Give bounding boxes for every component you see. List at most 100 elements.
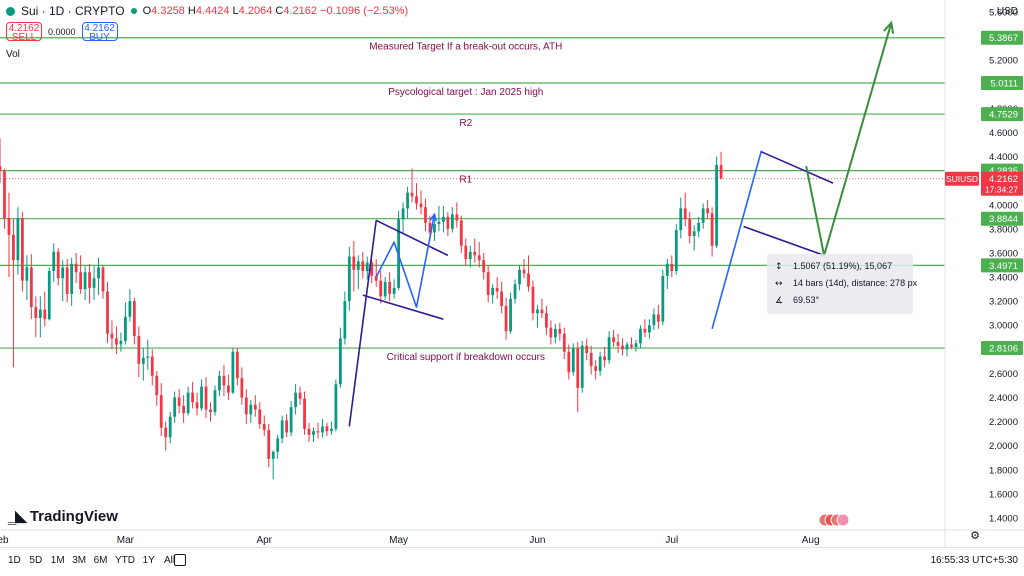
last-price-bg [981, 171, 1023, 196]
clock-readout[interactable]: 16:55:33 UTC+5:30 [930, 555, 1018, 566]
tooltip-bg [767, 254, 913, 314]
trend-line [711, 150, 763, 330]
candle [603, 346, 607, 368]
candle [692, 225, 696, 251]
candle [115, 326, 118, 355]
candle [235, 348, 239, 386]
timeframe-button[interactable]: 3M [72, 555, 87, 566]
candle-body [607, 337, 611, 361]
candle [307, 422, 311, 443]
currency-label[interactable]: USD [996, 6, 1018, 17]
candle [240, 367, 244, 405]
candle [352, 240, 356, 292]
candle [88, 263, 91, 304]
price-tick-label: 3.8000 [989, 224, 1018, 235]
candle-body [455, 214, 459, 221]
candle-body [155, 375, 159, 396]
price-tick-label: 2.2000 [989, 417, 1018, 428]
candle-body [549, 327, 553, 338]
candle-body [150, 356, 154, 376]
buy-button[interactable]: 4.2162 BUY [81, 22, 118, 43]
candle-body [527, 273, 530, 287]
candle-body [540, 309, 544, 314]
candle [589, 345, 593, 375]
candle-body [522, 269, 526, 274]
timeframe-button[interactable]: 5D [29, 555, 43, 566]
candle [491, 284, 495, 304]
candle [65, 258, 69, 303]
candle-body [330, 428, 333, 432]
time-axis[interactable]: Feb Mar Apr May Jun Jul Aug [0, 529, 1024, 546]
time-tick-label: Mar [117, 535, 135, 546]
candle [661, 269, 665, 326]
symbol-title[interactable]: Sui · 1D · CRYPTO [21, 4, 125, 18]
candle [473, 238, 477, 263]
calendar-icon[interactable] [174, 554, 186, 566]
candle [321, 419, 324, 438]
candle [146, 339, 150, 370]
candle [173, 391, 177, 423]
timeframe-button[interactable]: 1M [50, 555, 65, 566]
candle-body [482, 260, 486, 273]
settings-gear-icon[interactable]: ⚙ [970, 530, 980, 542]
candle-body [137, 336, 141, 364]
candle-body [580, 345, 584, 388]
candle-body [249, 404, 253, 415]
candle [294, 384, 297, 415]
candle [625, 342, 629, 357]
candle-body [159, 395, 163, 428]
candle [715, 156, 718, 249]
candle [25, 255, 29, 300]
candle-body [244, 397, 248, 415]
candle-body [325, 426, 329, 432]
candle-body [661, 275, 665, 322]
price-tick-label: 3.0000 [989, 321, 1018, 332]
candle [285, 414, 289, 438]
candle-body [594, 366, 598, 371]
sell-button[interactable]: 4.2162 SELL [6, 22, 42, 43]
candle [433, 219, 436, 241]
candle-body [191, 392, 194, 403]
candle-body [692, 231, 696, 237]
timeframe-button[interactable]: All [164, 555, 176, 566]
candle-body [706, 208, 710, 214]
candle-body [146, 356, 150, 358]
candle-body [553, 328, 557, 338]
candle-body [177, 397, 181, 406]
candle-body [383, 281, 387, 297]
candle-body [401, 208, 405, 220]
time-tick-label: Jun [529, 535, 545, 546]
price-tick-label: 5.6000 [989, 8, 1018, 19]
timeframe-button[interactable]: YTD [115, 555, 135, 566]
level-tag-bg [981, 107, 1023, 122]
candle-body [477, 255, 481, 261]
price-axis[interactable]: 1.4000 1.6000 1.8000 2.0000 2.2000 2.4000 2.60… [944, 0, 1023, 547]
candle-body [437, 221, 441, 225]
level-annotation: Measured Target If a break-out occurs, A… [369, 42, 562, 53]
candle [338, 327, 342, 388]
candle [710, 207, 714, 257]
candle [218, 371, 221, 397]
candle-body [683, 208, 687, 220]
candle [616, 333, 620, 353]
price-tick-label: 3.6000 [989, 248, 1018, 259]
candle-body [7, 218, 11, 235]
events-flag-icon[interactable] [818, 513, 850, 527]
timeframe-button[interactable]: 1Y [142, 555, 155, 566]
candle [518, 265, 521, 291]
candle-body [307, 428, 311, 435]
candle-body [61, 267, 65, 279]
volume-indicator-label[interactable]: Vol [6, 49, 20, 60]
candle-body [52, 251, 56, 272]
candle [540, 298, 544, 318]
chart-header: Sui · 1D · CRYPTO O4.3258 H4.4424 L4.206… [6, 4, 408, 18]
timeframe-button[interactable]: 1D [8, 555, 21, 566]
candle [495, 277, 499, 299]
timeframe-button[interactable]: 6M [93, 555, 108, 566]
candle [567, 344, 571, 380]
candle [630, 337, 633, 350]
candle-body [715, 165, 718, 246]
candle [106, 281, 109, 344]
candle [119, 332, 123, 352]
